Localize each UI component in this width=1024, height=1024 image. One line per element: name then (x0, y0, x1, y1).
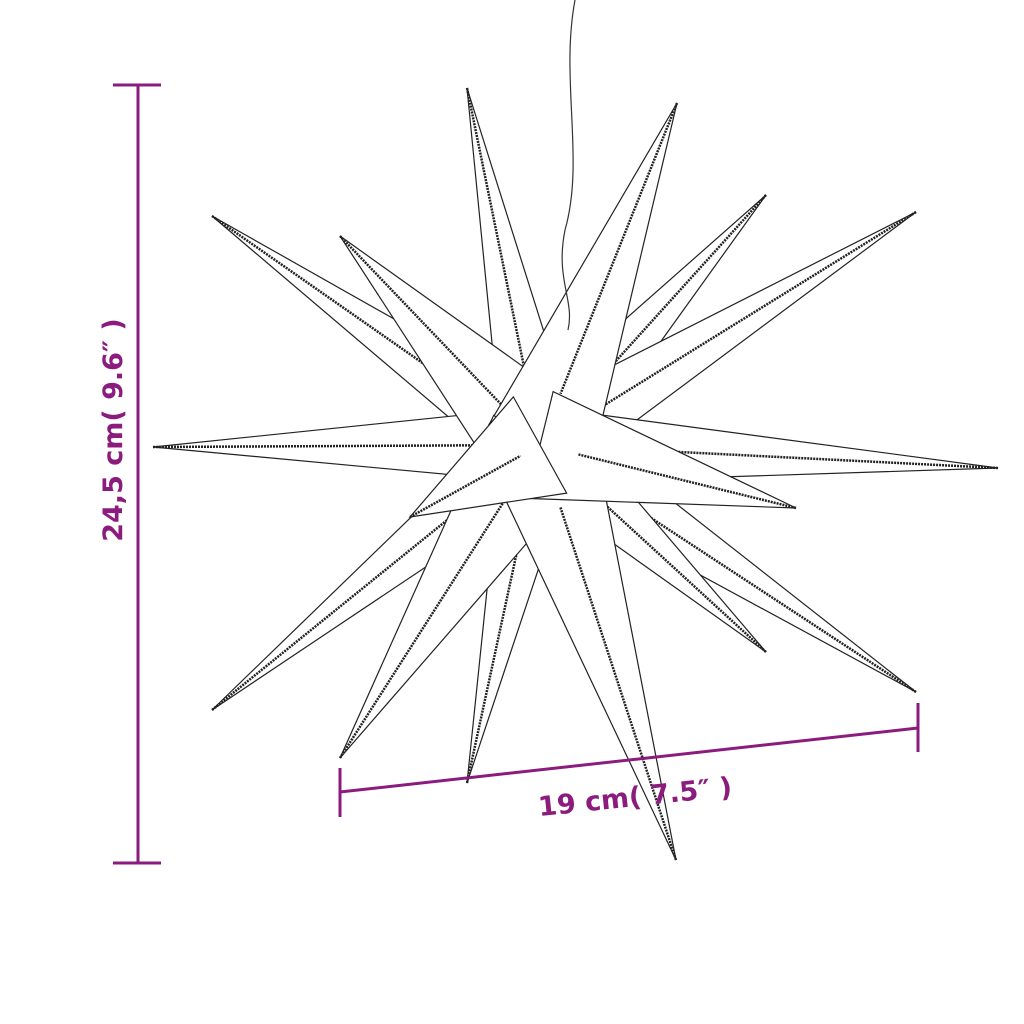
width-dimension (338, 703, 920, 817)
spike-edge (339, 235, 511, 415)
height-label: 24,5 cm( 9.6″ ) (98, 318, 129, 542)
width-label: 19 cm( 7.5″ ) (537, 772, 734, 823)
spike-edge (338, 491, 512, 759)
spike-edge (409, 454, 522, 519)
spike-edge (559, 506, 678, 861)
spike-edge (152, 444, 482, 449)
spike-edge (465, 87, 531, 392)
spike-edge (578, 453, 797, 510)
star-spike (408, 395, 568, 518)
height-dimension (113, 83, 161, 865)
spike-edge (559, 102, 679, 395)
spike-edge (211, 483, 492, 711)
star-lamp-drawing (152, 87, 999, 861)
spike-edge (595, 210, 917, 412)
hanging-cable (561, 0, 576, 331)
